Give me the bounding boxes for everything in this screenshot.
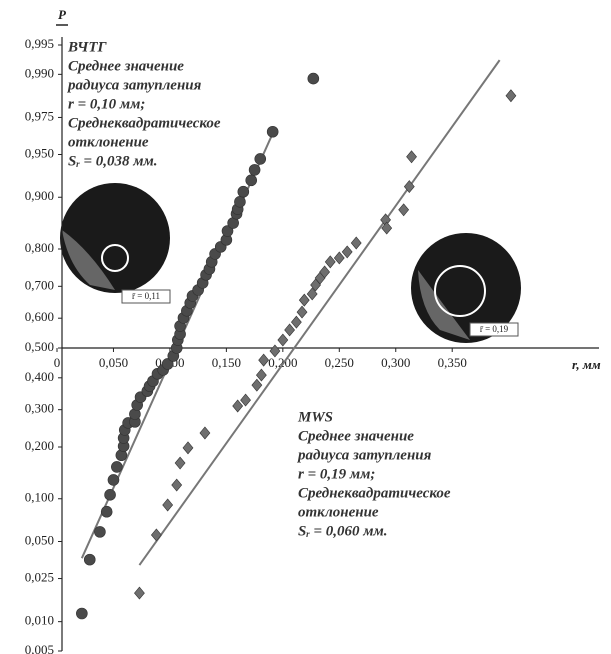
y-tick-label: 0,100 [25, 490, 54, 505]
point [248, 164, 261, 176]
y-tick-label: 0,800 [25, 240, 54, 255]
point [76, 607, 88, 620]
point [254, 153, 267, 165]
point [290, 315, 302, 329]
y-tick-label: 0,025 [25, 570, 54, 585]
x-tick-label: 0,350 [438, 355, 467, 370]
point [296, 305, 308, 319]
annotation-line: r = 0,19 мм; [298, 466, 375, 482]
y-tick-label: 0,400 [25, 369, 54, 384]
point [162, 498, 174, 512]
point [107, 474, 120, 486]
point [240, 393, 251, 407]
inset-photo [60, 183, 170, 293]
point [269, 344, 281, 358]
y-tick-label: 0,900 [25, 188, 54, 203]
point [406, 150, 417, 164]
point [333, 251, 345, 265]
x-tick-label: 0,150 [212, 355, 241, 370]
point [150, 528, 162, 542]
point [505, 89, 517, 103]
y-tick-label: 0,050 [25, 532, 54, 547]
inset-label: r̄ = 0,19 [480, 324, 509, 334]
point [182, 441, 194, 455]
y-tick-label: 0,200 [25, 438, 54, 453]
annotation-line: Sᵣ = 0,038 мм. [68, 153, 158, 169]
point [381, 221, 393, 235]
inset-texture [62, 230, 115, 290]
point [319, 265, 331, 279]
annotation-line: Sᵣ = 0,060 мм. [298, 523, 388, 539]
y-tick-label: 0,010 [25, 613, 54, 628]
y-tick-label: 0,950 [25, 145, 54, 160]
x-tick-label: 0,050 [99, 355, 128, 370]
point [232, 399, 244, 413]
point [83, 553, 96, 566]
annotation-line: Среднеквадратическое [68, 115, 221, 131]
x-axis-label: r, мм [572, 357, 601, 372]
point [174, 456, 186, 470]
fit-line [138, 59, 501, 566]
point [277, 333, 289, 347]
annotation-line: Среднеквадратическое [298, 485, 451, 501]
point [171, 478, 183, 492]
point [134, 586, 145, 600]
y-tick-label: 0,700 [25, 277, 54, 292]
point [221, 225, 234, 237]
inset-label-box [469, 322, 519, 337]
annotation-line: r = 0,10 мм; [68, 96, 145, 112]
point [111, 461, 123, 473]
y-tick-label: 0,005 [25, 642, 54, 654]
point [398, 203, 410, 217]
point [100, 505, 113, 518]
x-tick-label: 0 [54, 355, 61, 370]
annotation-line: отклонение [68, 134, 149, 150]
annotation-line: радиуса затупления [296, 447, 432, 463]
point [266, 125, 279, 138]
point [245, 174, 258, 187]
y-tick-label: 0,975 [25, 108, 54, 123]
y-tick-label: 0,300 [25, 401, 54, 416]
point [284, 323, 295, 337]
point [237, 185, 250, 198]
point [341, 245, 353, 259]
point [258, 353, 270, 367]
inset-ring [101, 244, 129, 272]
annotation-line: Среднее значение [68, 58, 184, 74]
y-tick-label: 0,500 [25, 339, 54, 354]
point [104, 489, 116, 501]
x-tick-label: 0,300 [381, 355, 410, 370]
point [350, 236, 362, 250]
point [251, 378, 263, 392]
point [199, 426, 211, 440]
point [403, 180, 415, 194]
y-tick-label: 0,995 [25, 36, 54, 51]
insets [60, 183, 521, 343]
series-name: MWS [297, 409, 333, 425]
point [307, 72, 320, 85]
inset-texture [418, 270, 470, 340]
y-tick-label: 0,600 [25, 309, 54, 324]
y-tick-label: 0,990 [25, 65, 54, 80]
point [234, 196, 246, 208]
inset-ring [434, 265, 486, 317]
annotation-line: отклонение [298, 504, 379, 520]
annotation-line: Среднее значение [298, 428, 414, 444]
annotation-line: радиуса затупления [66, 77, 202, 93]
inset-label: r̄ = 0,11 [132, 291, 160, 301]
x-tick-label: 0,250 [325, 355, 354, 370]
point [306, 287, 318, 301]
point [255, 368, 267, 382]
series-name: ВЧТГ [67, 39, 107, 55]
point [324, 255, 336, 269]
point [161, 358, 174, 370]
inset-label-box [121, 289, 171, 304]
point [298, 293, 310, 307]
point [94, 526, 106, 538]
y-axis-label: P [58, 7, 67, 22]
